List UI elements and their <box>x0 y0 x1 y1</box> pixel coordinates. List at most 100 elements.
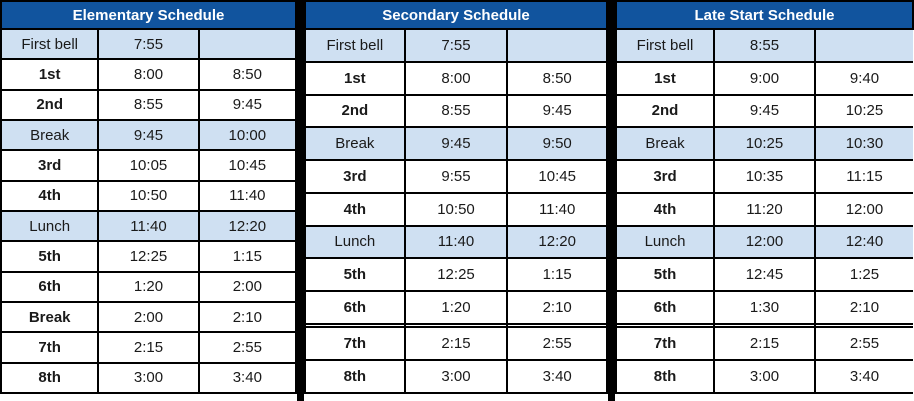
secondary-schedule-table: Secondary Schedule First bell 7:55 1st 8:00… <box>304 0 608 394</box>
period-label-cell: 2nd <box>615 93 715 129</box>
period-label-cell <box>304 322 406 329</box>
schedule-row: First bell 7:55 <box>304 28 608 63</box>
start-time-cell: 10:35 <box>713 159 816 194</box>
period-label-cell: 5th <box>304 257 406 293</box>
period-label-cell: 4th <box>304 191 406 227</box>
period-label-cell: 4th <box>0 179 100 212</box>
period-label-cell: 3rd <box>304 159 406 194</box>
end-time-cell: 12:40 <box>813 224 913 260</box>
end-time-cell: 1:25 <box>813 257 913 293</box>
schedule-row: 2nd 9:45 10:25 <box>615 93 913 129</box>
schedule-row: First bell 7:55 <box>0 27 298 61</box>
end-time-cell: 2:10 <box>197 300 298 334</box>
period-label-cell: 1st <box>304 60 406 96</box>
start-time-cell <box>713 322 816 329</box>
end-time-cell: 10:45 <box>197 149 298 182</box>
end-time-cell: 2:10 <box>813 290 913 325</box>
end-time-cell: 1:15 <box>506 257 608 293</box>
end-time-cell: 10:25 <box>813 93 913 129</box>
start-time-cell: 9:45 <box>403 126 509 162</box>
period-label-cell: Break <box>615 126 715 162</box>
period-label-cell: 2nd <box>0 88 100 121</box>
period-label-cell: Lunch <box>615 224 715 260</box>
schedule-row: 3rd 10:05 10:45 <box>0 149 298 182</box>
schedule-row: 8th 3:00 3:40 <box>304 359 608 394</box>
start-time-cell: 1:20 <box>403 290 509 325</box>
late-start-schedule-table: Late Start Schedule First bell 8:55 1st 9:0… <box>615 0 914 394</box>
period-label-cell: First bell <box>304 28 406 63</box>
schedule-row: 4th 11:20 12:00 <box>615 191 913 227</box>
schedule-row: 7th 2:15 2:55 <box>0 331 298 364</box>
schedule-row: 3rd 9:55 10:45 <box>304 159 608 194</box>
period-label-cell: Lunch <box>304 224 406 260</box>
schedule-row: First bell 8:55 <box>615 28 913 63</box>
schedule-row: 7th 2:15 2:55 <box>615 326 913 362</box>
end-time-cell: 2:00 <box>197 270 298 303</box>
schedule-row: 5th 12:25 1:15 <box>0 240 298 273</box>
period-label-cell: 8th <box>0 361 100 395</box>
start-time-cell: 10:05 <box>97 149 200 182</box>
period-label-cell: 5th <box>0 240 100 273</box>
start-time-cell: 12:45 <box>713 257 816 293</box>
period-label-cell <box>615 322 715 329</box>
start-time-cell: 9:45 <box>713 93 816 129</box>
end-time-cell: 2:55 <box>197 331 298 364</box>
secondary-schedule-rows: First bell 7:55 1st 8:00 8:50 2nd 8:55 9:45 Brea… <box>304 28 608 394</box>
start-time-cell: 10:50 <box>403 191 509 227</box>
end-time-cell <box>813 28 913 63</box>
period-label-cell: 2nd <box>304 93 406 129</box>
end-time-cell: 11:40 <box>197 179 298 212</box>
schedule-row: 1st 8:00 8:50 <box>0 58 298 91</box>
schedule-row: 6th 1:20 2:10 <box>304 290 608 325</box>
end-time-cell: 10:30 <box>813 126 913 162</box>
end-time-cell: 11:15 <box>813 159 913 194</box>
end-time-cell: 9:50 <box>506 126 608 162</box>
schedule-row: 4th 10:50 11:40 <box>0 179 298 212</box>
period-label-cell: Break <box>0 118 100 152</box>
period-label-cell: 7th <box>0 331 100 364</box>
end-time-cell: 9:45 <box>506 93 608 129</box>
period-label-cell: Break <box>0 300 100 334</box>
end-time-cell: 3:40 <box>197 361 298 395</box>
elementary-schedule-section: Elementary Schedule First bell 7:55 1st 8:0… <box>0 0 298 395</box>
end-time-cell: 2:55 <box>506 326 608 362</box>
period-label-cell: 1st <box>615 60 715 96</box>
start-time-cell: 7:55 <box>97 27 200 61</box>
end-time-cell: 8:50 <box>506 60 608 96</box>
schedule-empty-row <box>304 322 608 329</box>
end-time-cell: 12:20 <box>506 224 608 260</box>
end-time-cell <box>506 322 608 329</box>
start-time-cell: 8:00 <box>97 58 200 91</box>
secondary-schedule-section: Secondary Schedule First bell 7:55 1st 8:00… <box>304 0 608 394</box>
schedule-row: 6th 1:20 2:00 <box>0 270 298 303</box>
schedule-row: 6th 1:30 2:10 <box>615 290 913 325</box>
schedule-header-row: Elementary Schedule <box>0 0 297 30</box>
start-time-cell: 10:50 <box>97 179 200 212</box>
end-time-cell: 8:50 <box>197 58 298 91</box>
schedule-row: 1st 9:00 9:40 <box>615 60 913 96</box>
end-time-cell: 9:45 <box>197 88 298 121</box>
period-label-cell: 3rd <box>0 149 100 182</box>
start-time-cell: 2:15 <box>713 326 816 362</box>
schedule-row: 8th 3:00 3:40 <box>0 361 298 395</box>
schedule-row: Break 9:45 10:00 <box>0 118 298 152</box>
period-label-cell: Lunch <box>0 209 100 243</box>
start-time-cell: 11:40 <box>97 209 200 243</box>
table-separator <box>297 0 304 401</box>
schedule-title: Late Start Schedule <box>615 0 914 30</box>
late-start-schedule-rows: First bell 8:55 1st 9:00 9:40 2nd 9:45 10:25 Bre… <box>615 28 913 394</box>
schedule-row: 7th 2:15 2:55 <box>304 326 608 362</box>
period-label-cell: 8th <box>304 359 406 394</box>
schedule-header-row: Secondary Schedule <box>304 0 608 30</box>
start-time-cell: 8:55 <box>97 88 200 121</box>
end-time-cell: 2:10 <box>506 290 608 325</box>
schedule-row: 1st 8:00 8:50 <box>304 60 608 96</box>
start-time-cell: 12:00 <box>713 224 816 260</box>
schedule-row: 2nd 8:55 9:45 <box>304 93 608 129</box>
start-time-cell: 12:25 <box>403 257 509 293</box>
period-label-cell: 1st <box>0 58 100 91</box>
end-time-cell: 10:00 <box>197 118 298 152</box>
period-label-cell: 6th <box>615 290 715 325</box>
start-time-cell: 3:00 <box>713 359 816 394</box>
